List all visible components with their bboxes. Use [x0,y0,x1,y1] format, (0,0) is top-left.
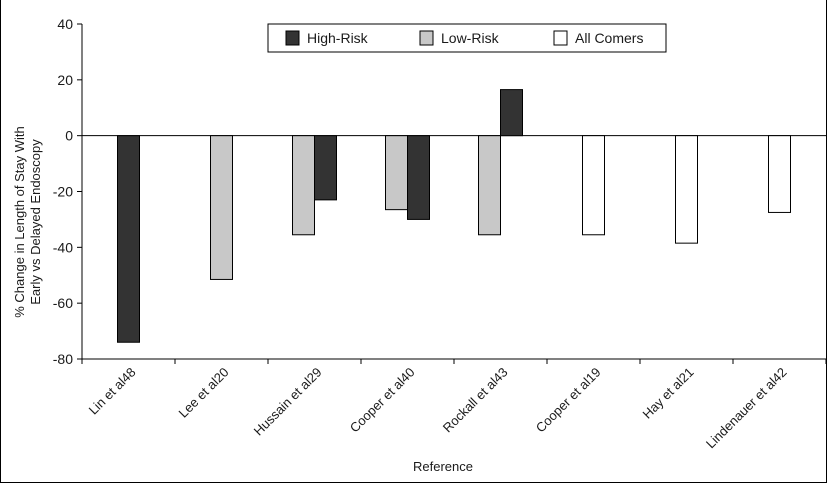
y-tick-label: -80 [53,351,73,367]
y-axis-label-line-2: Early vs Delayed Endoscopy [28,139,43,305]
x-tick-label: Hussain et al29 [251,365,325,439]
y-tick-label: -20 [53,184,73,200]
bar-all-comers [582,135,605,236]
bar-high-risk [407,135,430,220]
x-tick-label: Cooper et al19 [533,365,604,436]
x-tick-label: Lin et al48 [86,365,139,418]
x-axis-label: Reference [413,459,473,474]
x-tick-label: Lee et al20 [176,365,232,421]
y-tick-label: -60 [53,295,73,311]
bar-low-risk [210,135,233,280]
x-tick-label: Cooper et al40 [347,365,418,436]
bar-high-risk [117,135,140,343]
y-axis-label-line-1: % Change in Length of Stay With [12,126,27,318]
bar-all-comers [675,135,698,244]
bar-low-risk [292,135,315,236]
bar-high-risk [500,89,523,137]
legend-box [267,23,667,53]
legend-swatch [419,30,434,46]
y-tick-label: 40 [57,16,73,32]
legend: High-Risk Low-Risk All Comers [267,23,667,53]
bar-high-risk [314,135,337,201]
bar-low-risk [478,135,501,236]
legend-swatch [285,30,300,46]
y-tick-label: -40 [53,239,73,255]
x-tick-label: Hay et al21 [640,365,697,422]
legend-label: All Comers [575,30,643,46]
legend-label: High-Risk [307,30,369,46]
bar-all-comers [768,135,791,213]
legend-label: Low-Risk [441,30,500,46]
legend-swatch [553,30,568,46]
y-axis-label: % Change in Length of Stay With Early vs… [12,126,43,318]
x-tick-label: Lindenauer et al42 [703,365,790,452]
plot-area: 40 20 0 -20 -40 -60 -80 Lin et al48 Lee et al20 H… [53,16,827,452]
bar-low-risk [385,135,408,211]
y-tick-label: 0 [65,128,73,144]
x-tick-label: Rockall et al43 [440,365,511,436]
y-tick-label: 20 [57,72,73,88]
